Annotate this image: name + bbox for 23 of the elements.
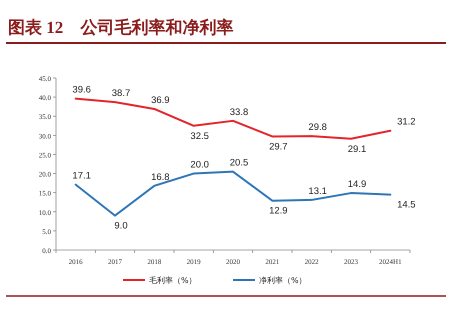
data-label: 32.5 [190, 130, 209, 142]
legend-label: 毛利率（%） [149, 276, 197, 285]
line-series [74, 98, 392, 140]
data-label: 39.6 [72, 84, 91, 96]
data-label: 14.9 [348, 179, 366, 190]
data-label: 33.8 [230, 106, 248, 118]
data-label: 20.5 [230, 158, 248, 169]
data-label: 20.0 [190, 160, 209, 171]
chart-title: 图表 12 公司毛利率和净利率 [8, 18, 234, 37]
data-label: 16.8 [151, 172, 170, 183]
data-label: 9.0 [114, 220, 128, 232]
data-label: 14.5 [397, 200, 416, 211]
data-label: 13.1 [308, 186, 327, 197]
data-label: 38.7 [112, 88, 130, 100]
data-label: 29.8 [308, 122, 327, 134]
data-label: 17.1 [72, 170, 91, 182]
data-label: 29.1 [348, 144, 366, 155]
line-series [74, 170, 392, 217]
data-label: 29.7 [269, 141, 288, 152]
data-label: 12.9 [269, 206, 288, 217]
data-label: 36.9 [151, 94, 170, 106]
data-label: 31.2 [397, 116, 416, 128]
legend-label: 净利率（%） [259, 276, 307, 285]
